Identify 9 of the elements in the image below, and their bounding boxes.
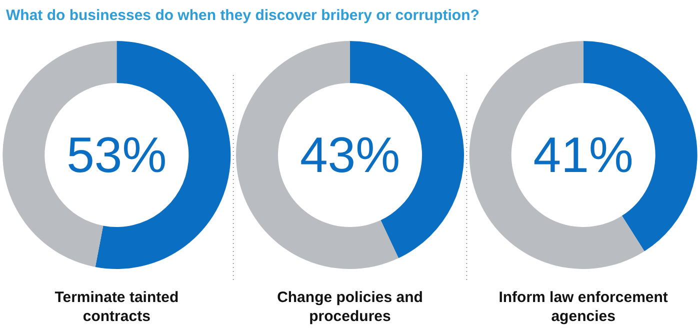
text: Inform law enforcement agencies xyxy=(498,289,668,325)
text: 41% xyxy=(533,127,634,183)
text: 43% xyxy=(300,127,400,183)
donut-slice xyxy=(236,41,399,269)
text: Terminate tainted contracts xyxy=(54,289,179,325)
donut-slice xyxy=(469,41,644,269)
text: 53% xyxy=(66,127,167,183)
chart-title: What do businesses do when they discover bribery or corruption? xyxy=(6,7,480,24)
text: Change policies and procedures xyxy=(277,289,423,325)
